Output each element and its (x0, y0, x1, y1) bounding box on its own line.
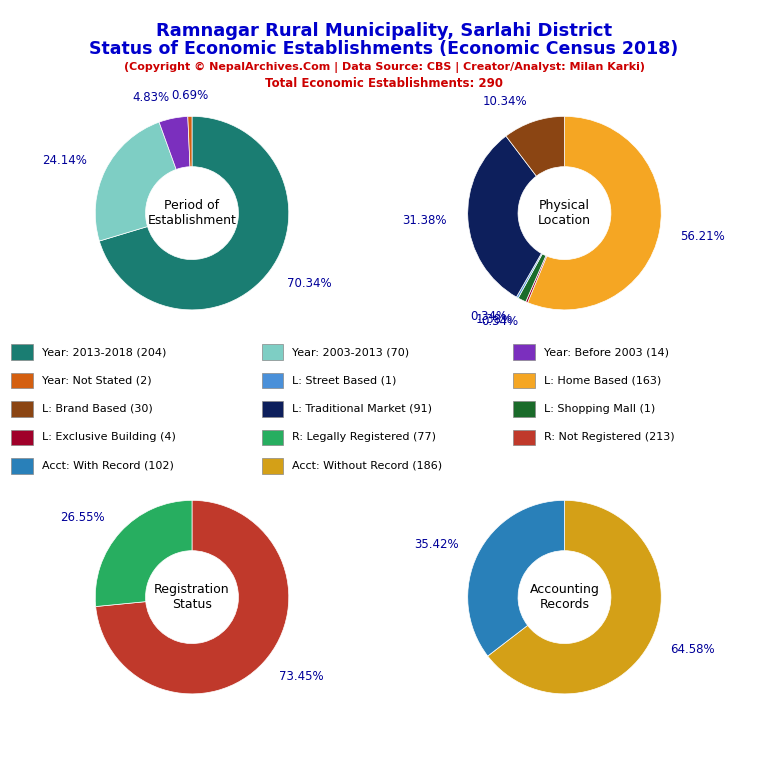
Text: Ramnagar Rural Municipality, Sarlahi District: Ramnagar Rural Municipality, Sarlahi Dis… (156, 22, 612, 39)
Wedge shape (96, 501, 289, 694)
Wedge shape (188, 117, 192, 167)
Text: (Copyright © NepalArchives.Com | Data Source: CBS | Creator/Analyst: Milan Karki: (Copyright © NepalArchives.Com | Data So… (124, 61, 644, 72)
Wedge shape (95, 501, 192, 607)
Text: Acct: With Record (102): Acct: With Record (102) (41, 461, 174, 471)
Bar (514, 401, 535, 417)
Wedge shape (516, 253, 542, 298)
Text: L: Home Based (163): L: Home Based (163) (544, 376, 660, 386)
Wedge shape (528, 117, 661, 310)
Bar (514, 372, 535, 389)
Bar (12, 401, 32, 417)
Wedge shape (506, 117, 564, 176)
Bar (262, 344, 283, 360)
Text: 26.55%: 26.55% (60, 511, 104, 525)
Text: 1.38%: 1.38% (475, 313, 512, 326)
Wedge shape (99, 117, 289, 310)
Text: 73.45%: 73.45% (280, 670, 324, 683)
Bar (12, 344, 32, 360)
Text: 31.38%: 31.38% (402, 214, 447, 227)
Text: 0.69%: 0.69% (170, 88, 208, 101)
Bar (514, 344, 535, 360)
Text: 24.14%: 24.14% (41, 154, 87, 167)
Text: Year: 2003-2013 (70): Year: 2003-2013 (70) (292, 347, 409, 357)
Text: 4.83%: 4.83% (132, 91, 169, 104)
Text: Total Economic Establishments: 290: Total Economic Establishments: 290 (265, 77, 503, 90)
Bar (262, 372, 283, 389)
Text: R: Not Registered (213): R: Not Registered (213) (544, 432, 674, 442)
Text: Year: Before 2003 (14): Year: Before 2003 (14) (544, 347, 669, 357)
Bar (12, 429, 32, 445)
Text: L: Street Based (1): L: Street Based (1) (292, 376, 396, 386)
Bar (262, 429, 283, 445)
Text: L: Traditional Market (91): L: Traditional Market (91) (292, 404, 432, 414)
Text: 0.34%: 0.34% (470, 310, 507, 323)
Text: 70.34%: 70.34% (286, 277, 331, 290)
Text: L: Shopping Mall (1): L: Shopping Mall (1) (544, 404, 655, 414)
Wedge shape (526, 256, 547, 303)
Text: R: Legally Registered (77): R: Legally Registered (77) (292, 432, 436, 442)
Wedge shape (488, 501, 661, 694)
Wedge shape (468, 136, 541, 297)
Wedge shape (95, 122, 176, 241)
Wedge shape (159, 117, 190, 170)
Text: 10.34%: 10.34% (482, 94, 527, 108)
Text: 0.34%: 0.34% (482, 316, 518, 328)
Bar (514, 429, 535, 445)
Wedge shape (468, 501, 564, 656)
Text: 35.42%: 35.42% (414, 538, 458, 551)
Bar (262, 401, 283, 417)
Wedge shape (518, 254, 546, 302)
Text: L: Exclusive Building (4): L: Exclusive Building (4) (41, 432, 175, 442)
Text: 64.58%: 64.58% (670, 643, 715, 656)
Text: Acct: Without Record (186): Acct: Without Record (186) (292, 461, 442, 471)
Text: L: Brand Based (30): L: Brand Based (30) (41, 404, 152, 414)
Text: Physical
Location: Physical Location (538, 199, 591, 227)
Text: Registration
Status: Registration Status (154, 583, 230, 611)
Text: Accounting
Records: Accounting Records (530, 583, 599, 611)
Bar (12, 458, 32, 474)
Text: 56.21%: 56.21% (680, 230, 725, 243)
Bar (12, 372, 32, 389)
Bar (262, 458, 283, 474)
Text: Year: Not Stated (2): Year: Not Stated (2) (41, 376, 151, 386)
Text: Period of
Establishment: Period of Establishment (147, 199, 237, 227)
Text: Status of Economic Establishments (Economic Census 2018): Status of Economic Establishments (Econo… (89, 40, 679, 58)
Text: Year: 2013-2018 (204): Year: 2013-2018 (204) (41, 347, 166, 357)
